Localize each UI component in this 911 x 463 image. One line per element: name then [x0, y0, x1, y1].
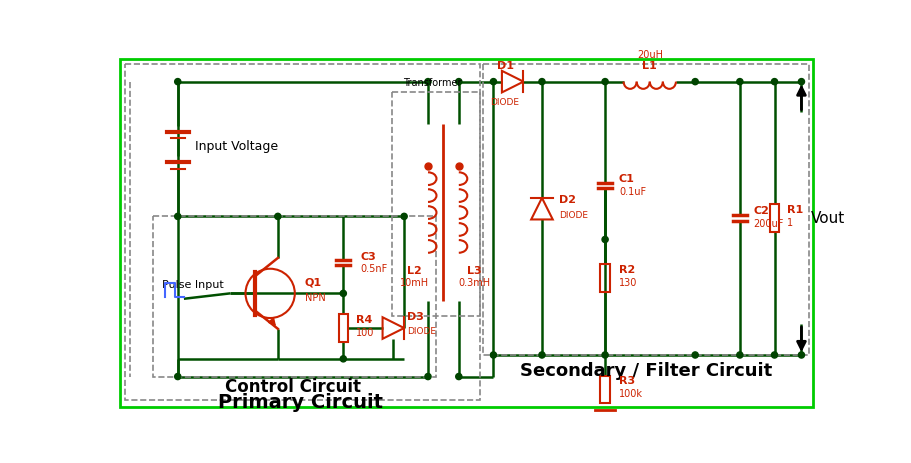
Circle shape [798, 79, 804, 86]
Bar [600, 376, 609, 404]
Circle shape [539, 79, 545, 86]
Circle shape [737, 79, 743, 86]
Text: R4: R4 [355, 314, 372, 324]
Text: 0.3mH: 0.3mH [458, 277, 490, 287]
Text: 10mH: 10mH [400, 277, 429, 287]
Circle shape [798, 352, 804, 358]
Text: DIODE: DIODE [490, 98, 519, 107]
Text: Vout: Vout [811, 211, 844, 226]
Text: 200uF: 200uF [753, 219, 784, 229]
Text: 100k: 100k [619, 388, 643, 399]
Text: L1: L1 [642, 61, 657, 70]
Text: Q1: Q1 [305, 277, 322, 287]
Text: R2: R2 [619, 264, 635, 274]
Text: Input Voltage: Input Voltage [195, 140, 278, 153]
Circle shape [456, 374, 462, 380]
Circle shape [602, 79, 609, 86]
Text: 0.1uF: 0.1uF [619, 187, 646, 197]
Text: DIODE: DIODE [559, 211, 588, 220]
Text: Control Circuit: Control Circuit [225, 377, 362, 395]
Circle shape [425, 374, 431, 380]
Circle shape [772, 79, 778, 86]
Bar [126, 65, 479, 400]
Circle shape [490, 352, 496, 358]
Bar [770, 205, 779, 232]
Text: Primary Circuit: Primary Circuit [219, 392, 384, 411]
Text: Transformer: Transformer [403, 78, 461, 88]
Text: L2: L2 [407, 266, 422, 275]
Text: Secondary / Filter Circuit: Secondary / Filter Circuit [520, 362, 772, 380]
Circle shape [737, 352, 743, 358]
Text: DIODE: DIODE [407, 326, 436, 335]
Circle shape [340, 356, 346, 362]
Text: R1: R1 [787, 204, 804, 214]
Bar [339, 314, 348, 342]
Bar [483, 65, 809, 355]
Circle shape [490, 79, 496, 86]
Circle shape [692, 79, 698, 86]
Text: D2: D2 [559, 195, 576, 205]
Circle shape [425, 79, 431, 86]
Circle shape [456, 79, 462, 86]
Circle shape [602, 352, 609, 358]
Circle shape [275, 214, 281, 220]
Circle shape [692, 352, 698, 358]
Text: D1: D1 [496, 61, 514, 70]
Text: R3: R3 [619, 375, 635, 386]
Circle shape [539, 352, 545, 358]
Text: 130: 130 [619, 277, 638, 287]
Text: L3: L3 [467, 266, 482, 275]
Circle shape [772, 352, 778, 358]
Circle shape [340, 291, 346, 297]
Bar [392, 93, 479, 317]
Circle shape [175, 214, 180, 220]
Text: 100: 100 [355, 327, 374, 337]
Circle shape [175, 79, 180, 86]
Text: 1: 1 [787, 217, 793, 227]
Text: C3: C3 [360, 252, 376, 262]
Text: D3: D3 [407, 311, 425, 321]
Bar [600, 264, 609, 292]
Bar [153, 217, 435, 377]
Circle shape [175, 374, 180, 380]
Text: 20uH: 20uH [637, 50, 663, 60]
Circle shape [602, 237, 609, 243]
Circle shape [401, 214, 407, 220]
Text: NPN: NPN [305, 293, 325, 303]
Text: 0.5nF: 0.5nF [360, 263, 387, 273]
Text: C1: C1 [619, 174, 635, 183]
Text: C2: C2 [753, 206, 770, 216]
Text: Pulse Input: Pulse Input [162, 280, 224, 289]
